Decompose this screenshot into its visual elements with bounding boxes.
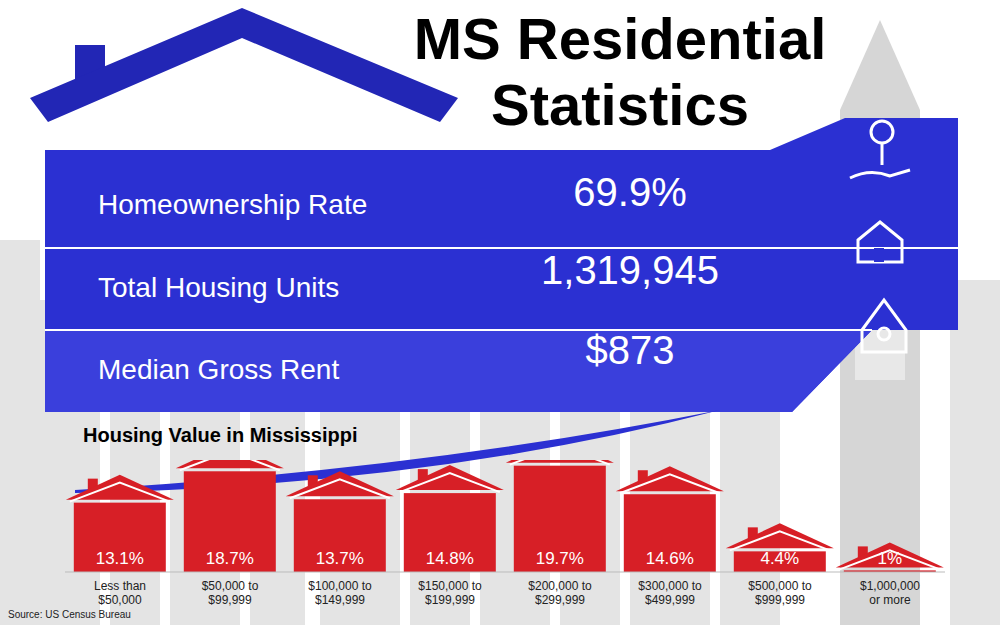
svg-text:$150,000 to$199,999: $150,000 to$199,999 [418,579,482,607]
svg-text:13.1%: 13.1% [96,549,144,568]
svg-text:19.7%: 19.7% [536,549,584,568]
svg-text:$500,000 to$999,999: $500,000 to$999,999 [748,579,812,607]
html-text:Housing Value in Mississippi: Housing Value in Mississippi [83,424,358,446]
html-text:Median Gross Rent: Median Gross Rent [98,354,340,385]
svg-text:14.8%: 14.8% [426,549,474,568]
svg-text:$1,000,000or more: $1,000,000or more [860,579,920,607]
svg-text:$200,000 to$299,999: $200,000 to$299,999 [528,579,592,607]
svg-text:4.4%: 4.4% [760,549,799,568]
svg-text:$50,000 to$99,999: $50,000 to$99,999 [202,579,259,607]
html-text:MS Residential Statistics: MS Residential Statistics [413,6,827,137]
svg-text:13.7%: 13.7% [316,549,364,568]
svg-text:Less than$50,000: Less than$50,000 [94,579,146,607]
html-text:Homeownership Rate: Homeownership Rate [98,189,368,220]
html-text:$873: $873 [585,328,675,372]
svg-text:$300,000 to$499,999: $300,000 to$499,999 [638,579,702,607]
svg-text:14.6%: 14.6% [646,549,694,568]
html-text:69.9%: 69.9% [573,170,687,214]
svg-text:$100,000 to$149,999: $100,000 to$149,999 [308,579,372,607]
svg-text:18.7%: 18.7% [206,549,254,568]
html-text:Total Housing Units: Total Housing Units [98,272,340,303]
html-text:1,319,945: 1,319,945 [541,248,719,292]
html-text:Source: US Census Bureau: Source: US Census Bureau [8,609,131,620]
svg-text:1%: 1% [878,549,903,568]
